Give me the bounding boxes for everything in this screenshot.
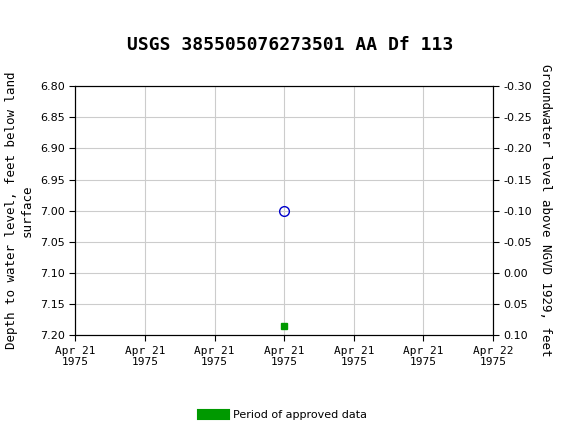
- Y-axis label: Depth to water level, feet below land
surface: Depth to water level, feet below land su…: [5, 72, 33, 350]
- Text: USGS: USGS: [55, 8, 102, 27]
- Text: USGS 385505076273501 AA Df 113: USGS 385505076273501 AA Df 113: [127, 36, 453, 54]
- Y-axis label: Groundwater level above NGVD 1929, feet: Groundwater level above NGVD 1929, feet: [539, 64, 552, 357]
- Legend: Period of approved data: Period of approved data: [197, 406, 371, 424]
